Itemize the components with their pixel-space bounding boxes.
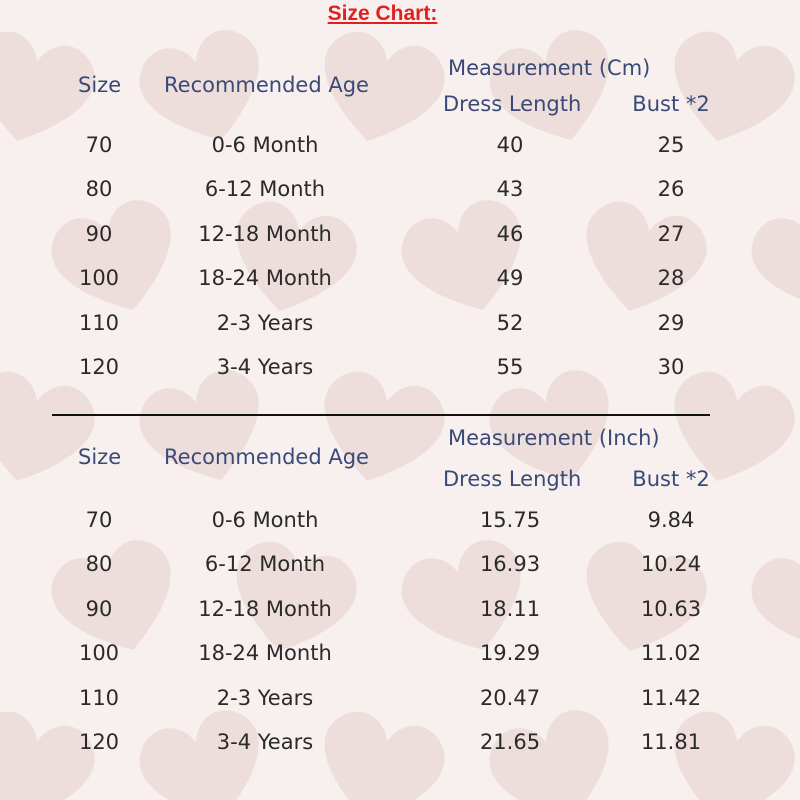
size-cell: 80 [85,552,113,576]
size-cell: 70 [85,508,113,532]
age-cell: 6-12 Month [204,552,326,576]
table-row: 70 0-6 Month 15.75 9.84 [0,508,800,538]
header-recommended-age: Recommended Age [164,73,369,97]
bust-cell: 30 [657,355,685,379]
dress-length-cell: 15.75 [479,508,541,532]
bust-cell: 11.42 [640,686,702,710]
size-cell: 80 [85,177,113,201]
age-cell: 0-6 Month [211,133,319,157]
age-cell: 3-4 Years [216,730,314,754]
bust-cell: 27 [657,222,685,246]
header-bust: Bust *2 [632,92,710,116]
table-row: 110 2-3 Years 20.47 11.42 [0,686,800,716]
table-row: 90 12-18 Month 18.11 10.63 [0,597,800,627]
size-cell: 90 [85,222,113,246]
age-cell: 18-24 Month [198,641,332,665]
size-cell: 110 [78,311,120,335]
table-row: 80 6-12 Month 16.93 10.24 [0,552,800,582]
age-cell: 3-4 Years [216,355,314,379]
header-size: Size [78,73,122,97]
table-row: 100 18-24 Month 19.29 11.02 [0,641,800,671]
age-cell: 6-12 Month [204,177,326,201]
size-cell: 120 [78,730,120,754]
size-cell: 90 [85,597,113,621]
bust-cell: 10.63 [640,597,702,621]
bust-cell: 25 [657,133,685,157]
size-cell: 120 [78,355,120,379]
size-cell: 100 [78,641,120,665]
header-size: Size [78,445,122,469]
table-row: 110 2-3 Years 52 29 [0,311,800,341]
size-cell: 70 [85,133,113,157]
table-row: 90 12-18 Month 46 27 [0,222,800,252]
bust-cell: 11.02 [640,641,702,665]
header-measurement: Measurement (Cm) [448,56,651,80]
dress-length-cell: 55 [496,355,524,379]
header-dress-length: Dress Length [443,467,582,491]
header-bust: Bust *2 [632,467,710,491]
bust-cell: 29 [657,311,685,335]
table-row: 120 3-4 Years 55 30 [0,355,800,385]
header-dress-length: Dress Length [443,92,582,116]
age-cell: 2-3 Years [216,686,314,710]
table-row: 100 18-24 Month 49 28 [0,266,800,296]
dress-length-cell: 43 [496,177,524,201]
dress-length-cell: 40 [496,133,524,157]
age-cell: 0-6 Month [211,508,319,532]
age-cell: 2-3 Years [216,311,314,335]
bust-cell: 9.84 [647,508,695,532]
age-cell: 12-18 Month [198,597,332,621]
bust-cell: 28 [657,266,685,290]
table-row: 70 0-6 Month 40 25 [0,133,800,163]
table-row: 80 6-12 Month 43 26 [0,177,800,207]
dress-length-cell: 18.11 [479,597,541,621]
section-divider [52,414,710,416]
dress-length-cell: 21.65 [479,730,541,754]
size-cell: 100 [78,266,120,290]
header-recommended-age: Recommended Age [164,445,369,469]
dress-length-cell: 19.29 [479,641,541,665]
dress-length-cell: 49 [496,266,524,290]
size-chart-title: Size Chart: [327,2,438,25]
bust-cell: 11.81 [640,730,702,754]
bust-cell: 26 [657,177,685,201]
dress-length-cell: 52 [496,311,524,335]
age-cell: 12-18 Month [198,222,332,246]
header-measurement: Measurement (Inch) [448,426,660,450]
dress-length-cell: 20.47 [479,686,541,710]
size-cell: 110 [78,686,120,710]
dress-length-cell: 46 [496,222,524,246]
bust-cell: 10.24 [640,552,702,576]
age-cell: 18-24 Month [198,266,332,290]
dress-length-cell: 16.93 [479,552,541,576]
table-row: 120 3-4 Years 21.65 11.81 [0,730,800,760]
